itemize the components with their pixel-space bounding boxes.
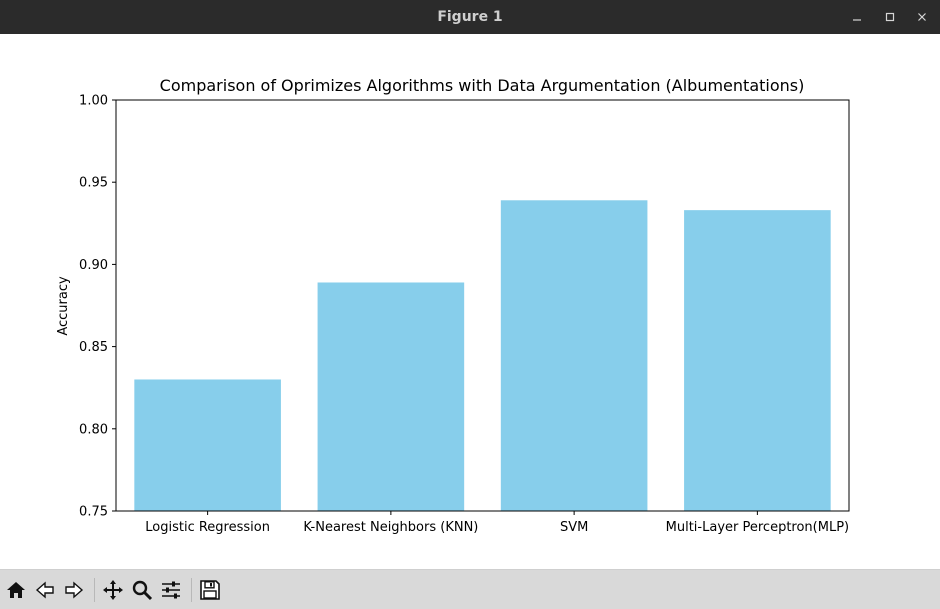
y-tick-label: 0.95 bbox=[79, 176, 108, 191]
bar bbox=[500, 200, 648, 511]
y-tick-label: 0.75 bbox=[79, 505, 108, 520]
minimize-icon[interactable] bbox=[848, 8, 866, 26]
y-tick-label: 0.80 bbox=[79, 422, 108, 437]
move-icon bbox=[103, 580, 123, 600]
x-axis-ticks: Logistic Regression K-Nearest Neighbors (… bbox=[145, 511, 849, 535]
back-arrow-icon bbox=[35, 581, 54, 599]
toolbar-separator bbox=[191, 578, 192, 602]
save-icon bbox=[200, 580, 220, 600]
configure-subplots-button[interactable] bbox=[159, 578, 183, 602]
y-tick-label: 0.90 bbox=[79, 258, 108, 273]
bar-chart: Comparison of Oprimizes Algorithms with … bbox=[56, 76, 850, 535]
y-axis-label: Accuracy bbox=[56, 276, 71, 336]
home-icon bbox=[7, 582, 25, 598]
save-button[interactable] bbox=[198, 578, 222, 602]
bar bbox=[317, 282, 465, 511]
zoom-icon bbox=[132, 580, 153, 601]
close-icon[interactable] bbox=[913, 8, 931, 26]
bar bbox=[684, 210, 831, 511]
zoom-button[interactable] bbox=[130, 578, 154, 602]
bar bbox=[134, 379, 281, 511]
maximize-icon[interactable] bbox=[881, 8, 899, 26]
bars-group bbox=[134, 200, 831, 511]
forward-arrow-icon bbox=[65, 581, 84, 599]
figure-canvas: Comparison of Oprimizes Algorithms with … bbox=[0, 34, 940, 569]
x-tick-label: SVM bbox=[560, 520, 588, 535]
chart-title: Comparison of Oprimizes Algorithms with … bbox=[160, 76, 805, 95]
y-axis-ticks: 0.75 0.80 0.85 0.90 0.95 1.00 bbox=[79, 94, 116, 520]
back-button[interactable] bbox=[33, 578, 57, 602]
home-button[interactable] bbox=[4, 578, 28, 602]
pan-button[interactable] bbox=[101, 578, 125, 602]
toolbar-separator bbox=[94, 578, 95, 602]
x-tick-label: Logistic Regression bbox=[145, 520, 270, 535]
window-title: Figure 1 bbox=[437, 9, 503, 25]
y-tick-label: 0.85 bbox=[79, 340, 108, 355]
sliders-icon bbox=[162, 581, 180, 599]
x-tick-label: K-Nearest Neighbors (KNN) bbox=[303, 520, 478, 535]
x-tick-label: Multi-Layer Perceptron(MLP) bbox=[666, 520, 849, 535]
forward-button[interactable] bbox=[62, 578, 86, 602]
plot-frame bbox=[115, 99, 850, 512]
y-tick-label: 1.00 bbox=[79, 94, 108, 109]
matplotlib-toolbar bbox=[0, 569, 940, 609]
window-titlebar: Figure 1 bbox=[0, 0, 940, 34]
